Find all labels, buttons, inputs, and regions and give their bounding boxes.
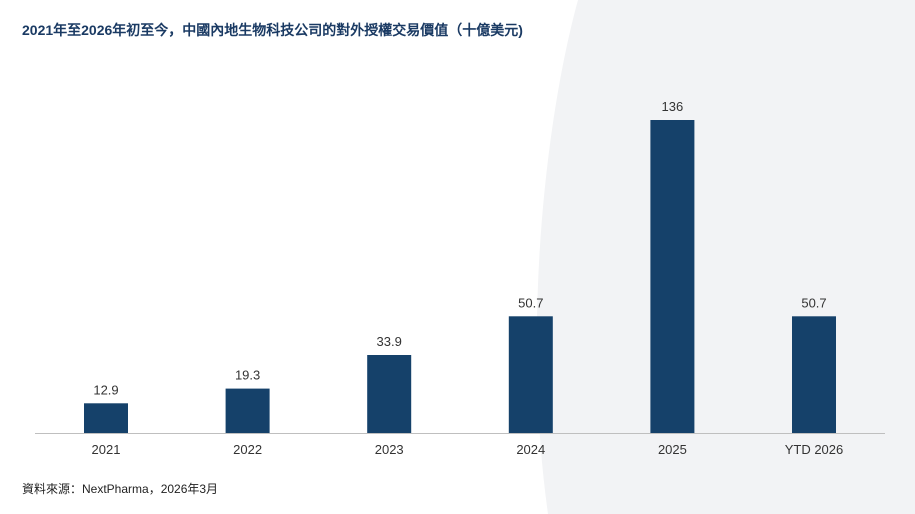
chart-title: 2021年至2026年初至今，中國內地生物科技公司的對外授權交易價值（十億美元)	[22, 22, 523, 38]
x-tick-label: 2023	[375, 442, 404, 457]
x-tick-label: 2024	[516, 442, 545, 457]
bar	[225, 388, 270, 433]
bars-layer	[84, 120, 836, 433]
bar-value-label: 136	[662, 99, 684, 114]
bar-value-label: 50.7	[518, 295, 543, 310]
labels-layer: 12.9 2021 19.3 2022 33.9 2023 50.7 2024 136 2025 5…	[92, 99, 844, 457]
bar-value-label: 12.9	[93, 382, 118, 397]
bar	[792, 316, 836, 433]
x-tick-label: 2021	[92, 442, 121, 457]
bar	[650, 120, 695, 433]
bar-value-label: 33.9	[377, 334, 402, 349]
bar	[84, 403, 128, 433]
source-note: 資料來源：NextPharma，2026年3月	[22, 482, 219, 496]
x-tick-label: YTD 2026	[785, 442, 844, 457]
bar	[367, 355, 412, 433]
bar-value-label: 50.7	[801, 295, 826, 310]
x-tick-label: 2025	[658, 442, 687, 457]
bar	[508, 316, 553, 433]
x-tick-label: 2022	[233, 442, 262, 457]
bar-value-label: 19.3	[235, 368, 260, 383]
